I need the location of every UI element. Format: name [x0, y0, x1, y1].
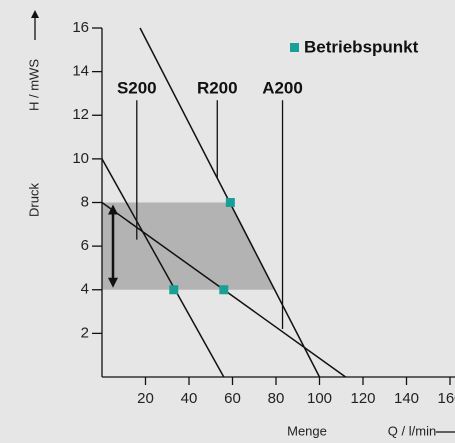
x-tick-label: 160	[437, 390, 455, 407]
x-tick-label: 140	[394, 390, 419, 407]
operating-point	[219, 285, 229, 295]
range-arrow-head	[108, 277, 118, 288]
y-tick-label: 12	[72, 106, 89, 123]
annotation-label: S200	[117, 79, 157, 98]
annotation-label: R200	[197, 79, 238, 98]
x-tick-label: 100	[307, 390, 332, 407]
y-axis-label: H / mWS	[26, 59, 41, 111]
curve	[101, 158, 225, 378]
y-tick-label: 6	[81, 237, 89, 254]
y-tick-label: 8	[81, 193, 89, 210]
annotation-label: A200	[262, 79, 303, 98]
y-tick-label: 2	[81, 324, 89, 341]
x-tick-label: 120	[350, 390, 375, 407]
y-tick-label: 14	[72, 63, 89, 80]
x-axis-label: Menge	[287, 423, 327, 438]
y-axis-title: Druck	[26, 183, 41, 217]
x-axis-unit: Q / l/min	[388, 423, 436, 438]
x-tick-label: 20	[137, 390, 154, 407]
y-tick-label: 10	[72, 150, 89, 167]
legend-swatch	[290, 43, 299, 52]
y-tick-label: 4	[81, 281, 89, 298]
operating-point	[225, 198, 235, 207]
shaded-band	[102, 202, 275, 290]
legend-label: Betriebspunkt	[304, 37, 419, 56]
x-tick-label: 80	[268, 390, 285, 407]
x-tick-label: 60	[224, 390, 241, 407]
x-tick-label: 40	[181, 390, 198, 407]
operating-point	[169, 285, 179, 295]
y-arrow-head	[31, 10, 39, 18]
y-tick-label: 16	[72, 19, 89, 36]
